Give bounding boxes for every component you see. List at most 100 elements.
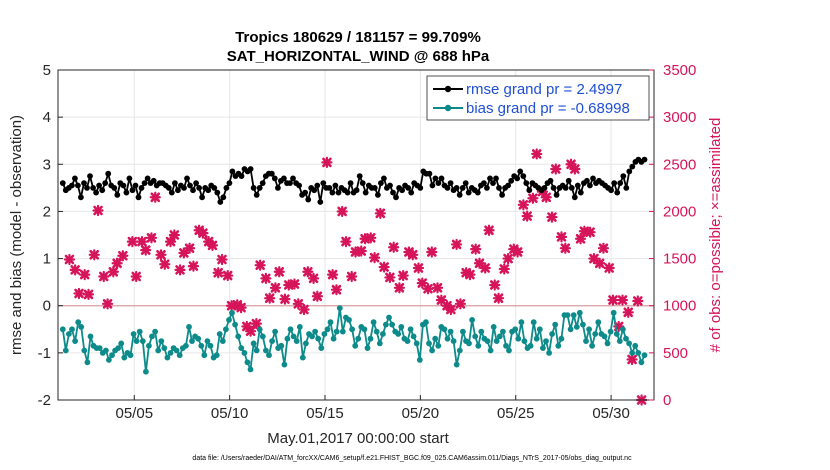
bias-point <box>570 312 577 318</box>
obs-count-marker <box>101 298 114 310</box>
rmse-point <box>523 180 530 187</box>
bias-point <box>604 340 611 347</box>
left-tick-label: -1 <box>38 345 51 362</box>
bias-point <box>339 328 346 335</box>
bias-point <box>460 328 466 335</box>
obs-count-marker <box>330 284 343 296</box>
right-tick-label: 500 <box>663 345 688 362</box>
rmse-point <box>271 175 278 182</box>
bias-point <box>475 342 482 349</box>
obs-count-marker <box>88 249 100 261</box>
rmse-point <box>111 185 118 191</box>
bias-point <box>503 342 509 349</box>
rmse-point <box>320 180 327 187</box>
bias-point <box>118 340 125 347</box>
bias-point <box>546 350 552 356</box>
bias-point <box>346 317 352 323</box>
bias-point <box>555 342 562 349</box>
rmse-point <box>508 177 515 184</box>
bias-point <box>413 340 420 347</box>
obs-count-marker <box>98 270 110 283</box>
bias-point <box>549 331 555 337</box>
rmse-point <box>614 189 621 196</box>
rmse-point <box>329 189 336 196</box>
bias-point <box>96 345 103 351</box>
obs-count-marker <box>79 269 91 281</box>
obs-count-marker <box>92 204 104 217</box>
bias-point <box>198 342 205 349</box>
left-tick-label: 0 <box>43 298 51 315</box>
bias-point <box>370 319 377 326</box>
rmse-point <box>514 175 521 182</box>
bias-point <box>241 350 248 356</box>
rmse-point <box>496 185 502 191</box>
obs-count-marker <box>502 252 514 265</box>
obs-count-marker <box>111 257 123 269</box>
legend-rmse-label: rmse grand pr = 2.4997 <box>466 81 622 98</box>
rmse-point <box>587 182 593 189</box>
rmse-point <box>123 189 130 196</box>
bias-point <box>278 342 285 349</box>
rmse-point <box>175 187 181 194</box>
obs-count-marker <box>159 258 171 270</box>
x-axis-ticks: 05/05 05/10 05/15 05/20 05/25 05/30 <box>116 395 630 422</box>
left-axis-ticks: -2 -1 0 1 2 3 4 5 <box>38 62 63 409</box>
left-tick-label: -2 <box>38 392 51 409</box>
bias-point <box>521 338 528 344</box>
obs-count-marker <box>69 264 81 276</box>
bias-point <box>472 333 479 340</box>
bias-point <box>564 312 571 318</box>
bias-point <box>59 326 66 333</box>
rmse-point <box>187 182 193 189</box>
bias-point <box>213 352 220 359</box>
obs-count-marker <box>288 278 301 290</box>
x-tick-label: 05/05 <box>116 405 154 422</box>
obs-count-marker <box>454 298 467 310</box>
bias-point <box>78 324 85 330</box>
rmse-point <box>105 170 112 177</box>
obs-count-marker <box>254 259 266 271</box>
left-tick-label: 1 <box>43 251 51 268</box>
rmse-point <box>296 182 302 189</box>
obs-count-marker <box>355 245 367 257</box>
right-tick-label: 3500 <box>663 62 696 79</box>
bias-point <box>450 338 457 344</box>
bias-point <box>540 345 546 351</box>
bias-point <box>435 342 442 349</box>
obs-count-marker <box>527 192 539 204</box>
bias-point <box>552 321 559 328</box>
bias-point <box>290 333 297 340</box>
x-tick-label: 05/30 <box>592 405 630 422</box>
rmse-point <box>165 185 172 191</box>
bias-point <box>623 335 629 342</box>
rmse-point <box>393 194 399 201</box>
rmse-point <box>196 185 203 191</box>
bias-point <box>232 321 239 328</box>
bias-point <box>312 328 318 335</box>
bias-point <box>109 352 115 359</box>
rmse-point <box>487 175 493 182</box>
bias-point <box>527 342 534 349</box>
obs-count-marker <box>235 302 247 314</box>
bias-point <box>130 331 137 337</box>
bias-point <box>330 335 337 342</box>
obs-count-marker <box>117 250 129 262</box>
rmse-point <box>378 180 384 187</box>
obs-count-marker <box>168 229 180 241</box>
rmse-point <box>456 192 463 198</box>
bias-point <box>447 328 454 335</box>
rmse-point <box>168 189 175 196</box>
bias-point <box>146 342 152 349</box>
x-tick-label: 05/10 <box>211 405 249 422</box>
rmse-point <box>629 163 636 170</box>
bias-point <box>610 309 617 316</box>
right-axis-label: # of obs: o=possible; ×=assimilated <box>707 118 724 353</box>
rmse-point <box>214 189 221 196</box>
bias-point <box>395 331 402 337</box>
rmse-point <box>199 194 206 201</box>
rmse-point <box>571 194 578 201</box>
right-tick-label: 1500 <box>663 251 696 268</box>
chart-title-line2: SAT_HORIZONTAL_WIND @ 688 hPa <box>227 48 490 65</box>
obs-count-marker <box>479 262 491 274</box>
bias-point <box>586 326 592 333</box>
